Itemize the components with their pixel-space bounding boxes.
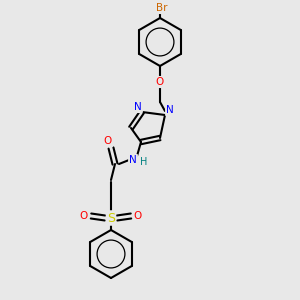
Text: O: O (104, 136, 112, 146)
Text: O: O (80, 211, 88, 221)
Text: S: S (107, 212, 115, 224)
Text: N: N (166, 105, 174, 115)
Text: H: H (140, 157, 148, 167)
Text: O: O (156, 77, 164, 87)
Text: Br: Br (156, 3, 168, 13)
Text: O: O (134, 211, 142, 221)
Text: N: N (129, 155, 137, 165)
Text: N: N (134, 102, 142, 112)
